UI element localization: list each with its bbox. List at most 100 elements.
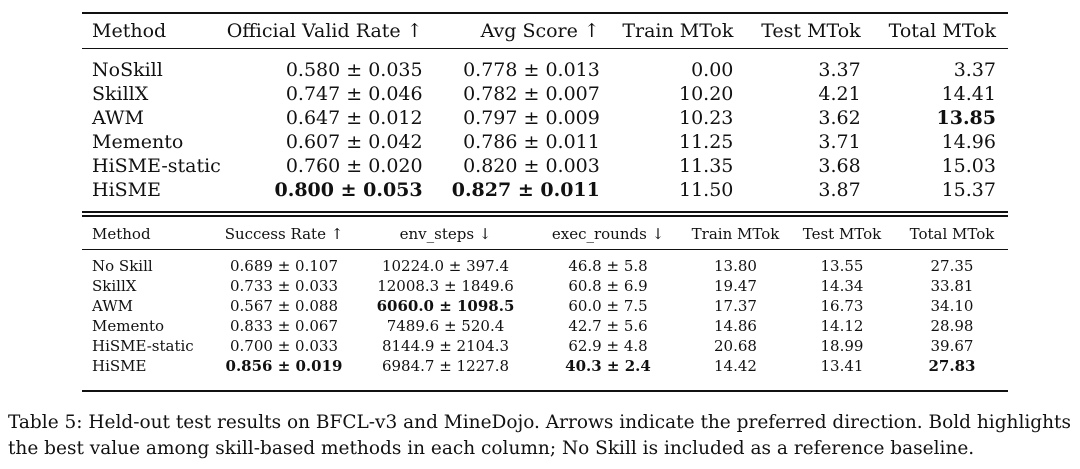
valid-rate-cell-best: 0.800 ± 0.053 bbox=[274, 179, 423, 201]
test-mtok-cell: 14.34 bbox=[820, 277, 864, 295]
valid-rate-cell: 0.747 ± 0.046 bbox=[285, 83, 423, 105]
method-cell: HiSME-static bbox=[92, 337, 194, 355]
env-steps-cell: 7489.6 ± 520.4 bbox=[386, 317, 505, 335]
exec-rounds-cell: 42.7 ± 5.6 bbox=[568, 317, 648, 335]
success-rate-cell-best: 0.856 ± 0.019 bbox=[225, 357, 343, 375]
table-row: HiSME-static 0.700 ± 0.033 8144.9 ± 2104… bbox=[82, 336, 1008, 356]
train-mtok-cell: 19.47 bbox=[714, 277, 757, 295]
total-mtok-cell: 34.10 bbox=[930, 297, 974, 315]
table-row: AWM 0.647 ± 0.012 0.797 ± 0.009 10.23 3.… bbox=[82, 106, 1008, 130]
test-mtok-cell: 4.21 bbox=[818, 83, 861, 105]
method-cell: Memento bbox=[92, 131, 184, 153]
avg-score-cell: 0.786 ± 0.011 bbox=[463, 131, 600, 153]
success-rate-cell: 0.567 ± 0.088 bbox=[230, 297, 338, 315]
exec-rounds-cell: 62.9 ± 4.8 bbox=[568, 337, 648, 355]
test-mtok-cell: 3.62 bbox=[818, 107, 861, 129]
total-mtok-cell: 15.37 bbox=[941, 179, 996, 201]
table-double-rule-lower bbox=[82, 215, 1008, 217]
table-row: HiSME 0.856 ± 0.019 6984.7 ± 1227.8 40.3… bbox=[82, 356, 1008, 376]
avg-score-cell: 0.778 ± 0.013 bbox=[463, 59, 600, 81]
table-row: HiSME-static 0.760 ± 0.020 0.820 ± 0.003… bbox=[82, 154, 1008, 178]
test-mtok-cell: 3.71 bbox=[818, 131, 861, 153]
total-mtok-cell-best: 13.85 bbox=[936, 107, 997, 129]
header-valid-rate: Official Valid Rate ↑ bbox=[226, 20, 423, 42]
header-test-mtok: Test MTok bbox=[761, 20, 861, 42]
train-mtok-cell: 13.80 bbox=[714, 257, 757, 275]
total-mtok-cell: 27.35 bbox=[930, 257, 974, 275]
table-caption: Table 5: Held-out test results on BFCL-v… bbox=[8, 412, 1071, 459]
method-cell: HiSME bbox=[92, 179, 161, 201]
train-mtok-cell: 14.42 bbox=[714, 357, 757, 375]
header-method: Method bbox=[92, 225, 151, 243]
table-row: HiSME 0.800 ± 0.053 0.827 ± 0.011 11.50 … bbox=[82, 178, 1008, 202]
success-rate-cell: 0.700 ± 0.033 bbox=[230, 337, 338, 355]
total-mtok-cell: 3.37 bbox=[953, 59, 996, 81]
valid-rate-cell: 0.607 ± 0.042 bbox=[285, 131, 423, 153]
train-mtok-cell: 0.00 bbox=[691, 59, 734, 81]
table2-bottom-rule bbox=[82, 390, 1008, 392]
test-mtok-cell: 16.73 bbox=[820, 297, 864, 315]
method-cell: No Skill bbox=[92, 257, 153, 275]
avg-score-cell: 0.820 ± 0.003 bbox=[463, 155, 600, 177]
method-cell: AWM bbox=[92, 107, 144, 129]
method-cell: SkillX bbox=[92, 83, 149, 105]
env-steps-cell: 8144.9 ± 2104.3 bbox=[381, 337, 510, 355]
total-mtok-cell: 28.98 bbox=[930, 317, 974, 335]
avg-score-cell: 0.782 ± 0.007 bbox=[463, 83, 600, 105]
valid-rate-cell: 0.580 ± 0.035 bbox=[285, 59, 423, 81]
avg-score-cell-best: 0.827 ± 0.011 bbox=[451, 179, 600, 201]
env-steps-cell: 6984.7 ± 1227.8 bbox=[381, 357, 510, 375]
train-mtok-cell: 10.23 bbox=[678, 107, 734, 129]
table-double-rule-upper bbox=[82, 211, 1008, 213]
header-env-steps: env_steps ↓ bbox=[399, 225, 492, 243]
env-steps-cell: 10224.0 ± 397.4 bbox=[381, 257, 510, 275]
minedojo-results-table: Method Success Rate ↑ env_steps ↓ exec_r… bbox=[82, 219, 1008, 376]
test-mtok-cell: 18.99 bbox=[820, 337, 864, 355]
table1-header-rule bbox=[82, 48, 1008, 49]
train-mtok-cell: 17.37 bbox=[714, 297, 757, 315]
table-header-row: Method Success Rate ↑ env_steps ↓ exec_r… bbox=[82, 219, 1008, 249]
total-mtok-cell: 15.03 bbox=[941, 155, 996, 177]
header-success-rate: Success Rate ↑ bbox=[224, 225, 344, 243]
exec-rounds-cell: 60.0 ± 7.5 bbox=[568, 297, 648, 315]
train-mtok-cell: 10.20 bbox=[678, 83, 734, 105]
method-cell: Memento bbox=[92, 317, 165, 335]
avg-score-cell: 0.797 ± 0.009 bbox=[463, 107, 600, 129]
total-mtok-cell: 33.81 bbox=[930, 277, 974, 295]
exec-rounds-cell: 60.8 ± 6.9 bbox=[568, 277, 648, 295]
test-mtok-cell: 3.87 bbox=[818, 179, 861, 201]
valid-rate-cell: 0.647 ± 0.012 bbox=[285, 107, 423, 129]
header-total-mtok: Total MTok bbox=[888, 20, 996, 42]
table-row: SkillX 0.733 ± 0.033 12008.3 ± 1849.6 60… bbox=[82, 276, 1008, 296]
table-row: AWM 0.567 ± 0.088 6060.0 ± 1098.5 60.0 ±… bbox=[82, 296, 1008, 316]
train-mtok-cell: 11.50 bbox=[678, 179, 734, 201]
total-mtok-cell: 14.96 bbox=[941, 131, 996, 153]
test-mtok-cell: 3.68 bbox=[818, 155, 861, 177]
method-cell: AWM bbox=[92, 297, 134, 315]
env-steps-cell-best: 6060.0 ± 1098.5 bbox=[376, 297, 515, 315]
test-mtok-cell: 14.12 bbox=[820, 317, 864, 335]
total-mtok-cell: 39.67 bbox=[930, 337, 974, 355]
test-mtok-cell: 3.37 bbox=[818, 59, 861, 81]
table-row: No Skill 0.689 ± 0.107 10224.0 ± 397.4 4… bbox=[82, 249, 1008, 276]
train-mtok-cell: 11.35 bbox=[678, 155, 734, 177]
exec-rounds-cell: 46.8 ± 5.8 bbox=[568, 257, 648, 275]
header-total-mtok: Total MTok bbox=[909, 225, 995, 243]
test-mtok-cell: 13.55 bbox=[820, 257, 864, 275]
method-cell: HiSME-static bbox=[92, 155, 221, 177]
method-cell: NoSkill bbox=[92, 59, 163, 81]
train-mtok-cell: 20.68 bbox=[714, 337, 757, 355]
table-row: Memento 0.607 ± 0.042 0.786 ± 0.011 11.2… bbox=[82, 130, 1008, 154]
bfcl-results-table: Method Official Valid Rate ↑ Avg Score ↑… bbox=[82, 14, 1008, 202]
success-rate-cell: 0.833 ± 0.067 bbox=[230, 317, 338, 335]
header-method: Method bbox=[92, 20, 167, 42]
table-row: Memento 0.833 ± 0.067 7489.6 ± 520.4 42.… bbox=[82, 316, 1008, 336]
train-mtok-cell: 14.86 bbox=[714, 317, 757, 335]
table2-header-rule bbox=[82, 249, 1008, 250]
header-train-mtok: Train MTok bbox=[691, 225, 780, 243]
method-cell: HiSME bbox=[92, 357, 147, 375]
table-row: NoSkill 0.580 ± 0.035 0.778 ± 0.013 0.00… bbox=[82, 48, 1008, 82]
header-exec-rounds: exec_rounds ↓ bbox=[551, 225, 665, 243]
header-avg-score: Avg Score ↑ bbox=[480, 20, 600, 42]
valid-rate-cell: 0.760 ± 0.020 bbox=[285, 155, 423, 177]
